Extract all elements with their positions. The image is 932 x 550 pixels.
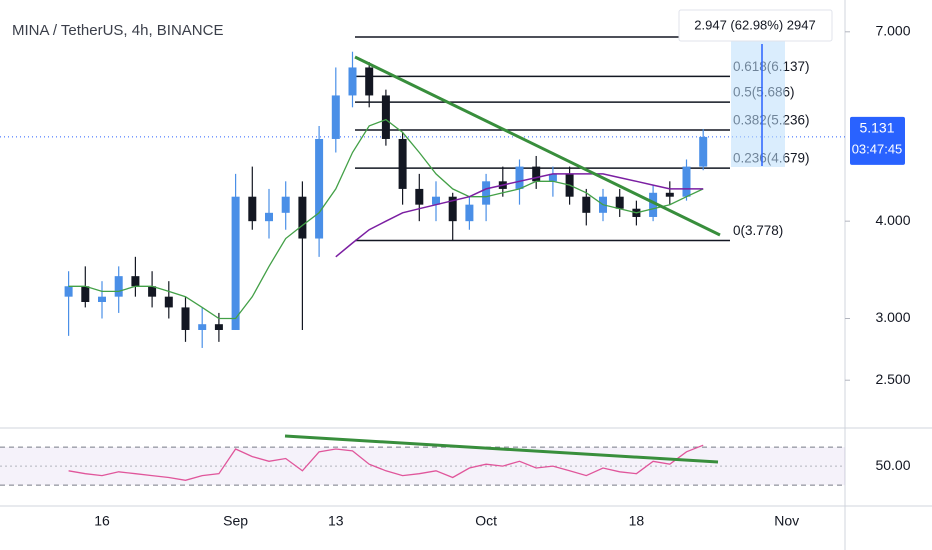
candle-body — [164, 296, 173, 308]
price-tag-box — [850, 116, 905, 165]
rsi-line — [68, 444, 704, 481]
fib-label: 0(3.778) — [733, 223, 783, 238]
candle-body — [231, 196, 240, 330]
candle-body — [649, 192, 658, 217]
candle-body — [248, 196, 257, 222]
y-tick-label: 2.500 — [875, 371, 910, 387]
candle-body — [465, 204, 474, 222]
chart-title: MINA / TetherUS, 4h, BINANCE — [12, 22, 223, 39]
x-tick-label: Sep — [223, 513, 248, 529]
candle-body — [365, 67, 374, 96]
candle-body — [398, 138, 407, 189]
candle-body — [682, 166, 691, 197]
x-tick-label: 16 — [94, 513, 110, 529]
candle-body — [98, 296, 106, 303]
candle-body — [582, 196, 591, 213]
measure-box — [678, 9, 833, 42]
candle-body — [665, 192, 674, 197]
candle-body — [381, 95, 390, 139]
rsi-trend-line — [284, 434, 719, 464]
x-tick-label: Oct — [475, 513, 497, 529]
measure-label: 2.947 (62.98%) 2947 — [694, 17, 815, 32]
x-tick-label: 13 — [328, 513, 344, 529]
measure-area — [731, 40, 785, 167]
price-tag: 5.131 03:47:45 — [850, 116, 905, 165]
candle-body — [699, 136, 708, 167]
y-tick-label: 3.000 — [875, 309, 910, 325]
candle-body — [482, 181, 491, 205]
candle-body — [515, 166, 524, 189]
candle-body — [315, 138, 324, 239]
candle-body — [415, 188, 424, 205]
rsi-pane: 50.00 — [0, 444, 911, 486]
x-tick-label: 18 — [629, 513, 645, 529]
candle-body — [281, 196, 290, 213]
price-tag-label: 5.131 — [859, 120, 894, 136]
candle-body — [131, 276, 140, 287]
y-tick-label: 7.000 — [875, 23, 910, 39]
candle-body — [348, 67, 357, 96]
candle-body — [198, 324, 207, 330]
candle-body — [298, 196, 307, 239]
ma-slow-line — [335, 173, 704, 258]
candle-body — [532, 166, 541, 182]
candle-body — [214, 324, 223, 330]
candle-body — [548, 173, 557, 182]
price-tag-countdown: 03:47:45 — [852, 141, 903, 156]
rsi-tick-label: 50.00 — [875, 457, 910, 473]
candle-body — [432, 196, 440, 205]
candle-body — [181, 307, 190, 330]
candle-body — [331, 95, 340, 139]
candle-body — [81, 286, 90, 303]
trend-line — [354, 55, 721, 237]
candle-body — [448, 196, 457, 222]
candle-body — [615, 196, 624, 209]
candle-body — [114, 276, 123, 297]
y-tick-label: 4.000 — [875, 212, 910, 228]
candle-body — [265, 212, 273, 222]
candle-body — [148, 286, 157, 297]
x-tick-label: Nov — [774, 513, 799, 529]
candle-body — [64, 286, 73, 297]
ma-fast-line — [68, 118, 704, 320]
